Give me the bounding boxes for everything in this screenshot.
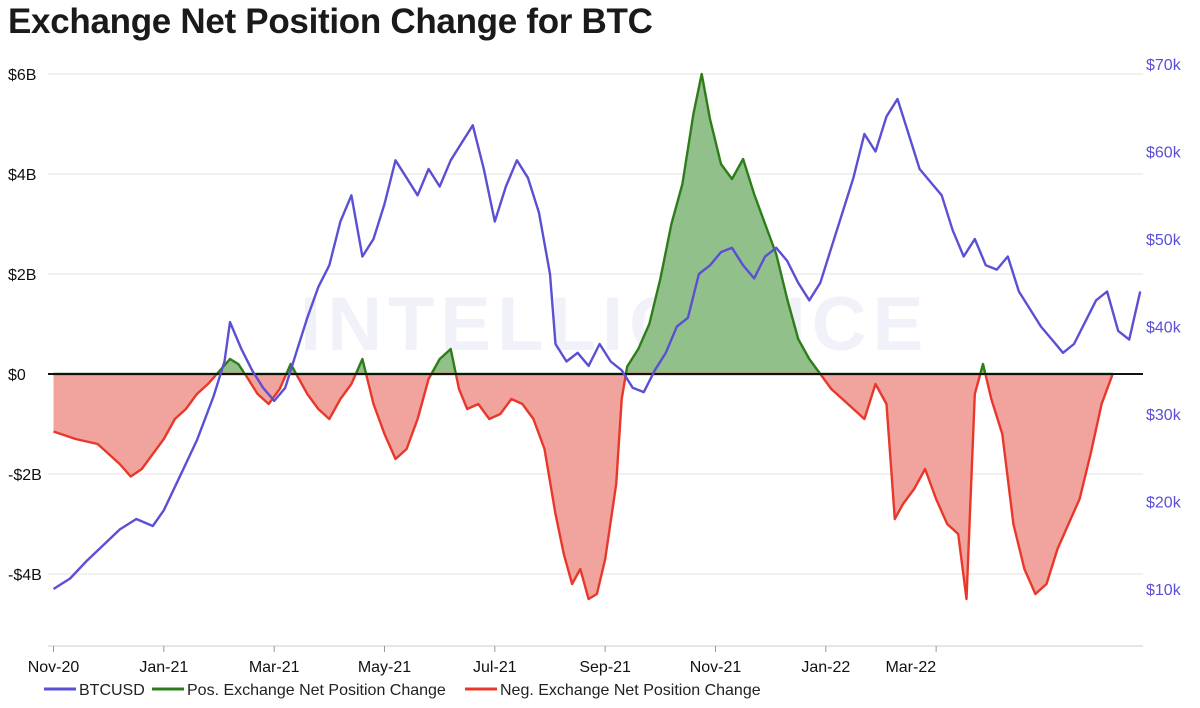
x-tick-label: Nov-20 [28, 659, 80, 676]
legend-item[interactable]: BTCUSD [44, 682, 145, 699]
series-layer [48, 72, 1143, 601]
right-tick-label: $50k [1146, 232, 1182, 249]
left-tick-label: $6B [8, 67, 36, 84]
chart-title: Exchange Net Position Change for BTC [8, 2, 653, 41]
legend-item[interactable]: Pos. Exchange Net Position Change [152, 682, 446, 699]
right-axis: $70k $60k $50k $40k $30k $20k $10k [1146, 57, 1182, 599]
x-tick-label: Jan-21 [139, 659, 188, 676]
watermark-text: INTELLIGENCE [300, 282, 929, 367]
left-tick-label: $2B [8, 267, 36, 284]
legend-item[interactable]: Neg. Exchange Net Position Change [465, 682, 761, 699]
legend-label: Neg. Exchange Net Position Change [500, 682, 761, 699]
right-tick-label: $30k [1146, 407, 1182, 424]
left-tick-label: $0 [8, 367, 26, 384]
x-tick-label: Mar-21 [249, 659, 300, 676]
x-tick-label: Sep-21 [579, 659, 631, 676]
right-tick-label: $10k [1146, 582, 1182, 599]
legend[interactable]: BTCUSD Pos. Exchange Net Position Change N… [44, 682, 761, 699]
x-axis: Nov-20 Jan-21 Mar-21 May-21 Jul-21 Sep-21 Nov-… [28, 646, 937, 676]
right-tick-label: $70k [1146, 57, 1182, 74]
left-axis: $6B $4B $2B $0 -$2B -$4B [8, 67, 42, 584]
left-tick-label: -$4B [8, 567, 42, 584]
x-tick-label: Jul-21 [473, 659, 517, 676]
legend-label: Pos. Exchange Net Position Change [187, 682, 446, 699]
neg-line [53, 372, 1114, 601]
x-tick-label: Nov-21 [690, 659, 742, 676]
right-tick-label: $60k [1146, 145, 1182, 162]
left-tick-label: $4B [8, 167, 36, 184]
x-tick-label: Jan-22 [801, 659, 850, 676]
left-tick-label: -$2B [8, 467, 42, 484]
x-tick-label: Mar-22 [885, 659, 936, 676]
x-tick-label: May-21 [358, 659, 411, 676]
btcusd-line [52, 97, 1142, 591]
neg-area [53, 374, 1113, 599]
right-tick-label: $40k [1146, 320, 1182, 337]
legend-label: BTCUSD [79, 682, 145, 699]
right-tick-label: $20k [1146, 495, 1182, 512]
